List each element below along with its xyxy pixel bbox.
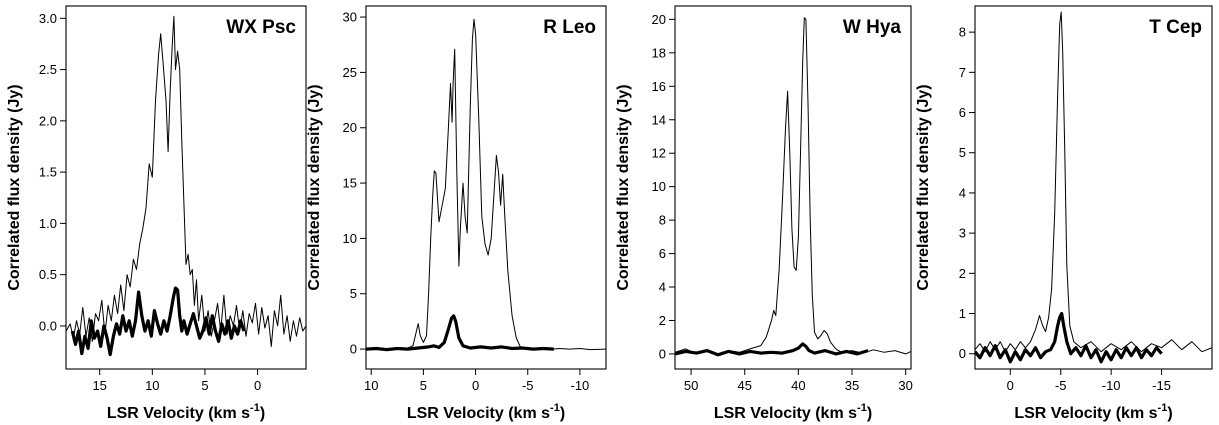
r-leo-y-tick-label: 15: [343, 176, 357, 191]
x-axis-label-main: LSR Velocity (km s: [714, 405, 857, 422]
t-cep-y-axis-label: Correlated flux density (Jy): [915, 84, 932, 290]
w-hya-y-tick-label: 2: [659, 313, 666, 328]
wx-psc-y-tick-label: 3.0: [39, 11, 57, 26]
wx-psc-y-tick-label: 2.5: [39, 62, 57, 77]
x-axis-label-superscript: -1: [550, 402, 560, 414]
w-hya-star-name: W Hya: [843, 17, 902, 38]
t-cep-y-tick-label: 7: [959, 65, 966, 80]
panel-t-cep: 0 -5 -10 -15 0 1 2 3 4 5 6 7 8 T Cep LSR Velocity (km …: [915, 5, 1213, 422]
r-leo-x-axis-label: LSR Velocity (km s-1): [407, 402, 565, 422]
r-leo-star-name: R Leo: [543, 17, 596, 38]
r-leo-x-tick-label: 5: [420, 378, 427, 393]
t-cep-x-tick-label: -5: [1055, 378, 1067, 393]
t-cep-y-tick-label: 8: [959, 25, 966, 40]
wx-psc-y-axis-label: Correlated flux density (Jy): [6, 84, 23, 290]
t-cep-x-tick-label: 0: [1007, 378, 1014, 393]
t-cep-star-name: T Cep: [1149, 17, 1202, 38]
w-hya-y-tick-label: 14: [652, 112, 666, 127]
w-hya-series-thick-line: [675, 342, 869, 357]
wx-psc-star-name: WX Psc: [226, 17, 296, 38]
wx-psc-y-tick-label: 2.0: [39, 113, 57, 128]
t-cep-x-tick-label: -15: [1152, 378, 1171, 393]
t-cep-y-tick-label: 1: [959, 306, 966, 321]
r-leo-y-tick-label: 5: [350, 286, 357, 301]
r-leo-y-tick-label: 20: [343, 120, 357, 135]
t-cep-y-tick-label: 0: [959, 346, 966, 361]
t-cep-y-tick-label: 3: [959, 226, 966, 241]
t-cep-y-tick-label: 4: [959, 185, 966, 200]
wx-psc-x-tick-label: 15: [92, 378, 106, 393]
w-hya-y-tick-label: 16: [652, 79, 666, 94]
wx-psc-series-thick-line: [70, 286, 246, 357]
wx-psc-y-tick-label: 1.0: [39, 216, 57, 231]
w-hya-y-axis-label: Correlated flux density (Jy): [615, 84, 632, 290]
r-leo-x-tick-label: -5: [522, 378, 534, 393]
w-hya-y-tick-label: 4: [659, 280, 666, 295]
t-cep-series-thin-line: [975, 11, 1212, 353]
x-axis-label-main: LSR Velocity (km s: [107, 405, 250, 422]
wx-psc-y-tick-label: 0.0: [39, 318, 57, 333]
r-leo-series-thick-line: [366, 314, 554, 352]
x-axis-label-superscript: -1: [250, 402, 260, 414]
x-axis-label-close: ): [1167, 405, 1172, 422]
wx-psc-series-thin-line: [66, 15, 306, 347]
t-cep-x-axis-label: LSR Velocity (km s-1): [1014, 402, 1172, 422]
panel-wx-psc: 15 10 5 0 0.0 0.5 1.0 1.5 2.0 2.5 3.0 WX Psc LSR Vel…: [6, 5, 307, 422]
panel-r-leo: 10 5 0 -5 -10 0 5 10 15 20 25 30 R Leo LSR Velocity (…: [306, 5, 607, 422]
w-hya-y-tick-label: 10: [652, 179, 666, 194]
w-hya-y-tick-label: 12: [652, 146, 666, 161]
r-leo-series-thin-line: [366, 18, 606, 351]
w-hya-y-tick-label: 0: [659, 346, 666, 361]
t-cep-y-tick-label: 5: [959, 145, 966, 160]
wx-psc-y-tick-label: 0.5: [39, 267, 57, 282]
t-cep-series-thick-line: [975, 311, 1163, 364]
r-leo-x-tick-label: 10: [364, 378, 378, 393]
w-hya-x-tick-label: 40: [791, 378, 805, 393]
w-hya-x-tick-label: 45: [737, 378, 751, 393]
r-leo-x-tick-label: 0: [472, 378, 479, 393]
wx-psc-x-tick-label: 5: [201, 378, 208, 393]
r-leo-y-tick-label: 10: [343, 231, 357, 246]
r-leo-y-axis-label: Correlated flux density (Jy): [306, 84, 323, 290]
wx-psc-x-tick-label: 0: [254, 378, 261, 393]
r-leo-y-tick-label: 30: [343, 10, 357, 25]
w-hya-y-tick-label: 20: [652, 12, 666, 27]
r-leo-y-tick-label: 25: [343, 65, 357, 80]
w-hya-x-axis-label: LSR Velocity (km s-1): [714, 402, 872, 422]
w-hya-series-thin-line: [675, 17, 911, 356]
w-hya-x-tick-label: 50: [684, 378, 698, 393]
wx-psc-plot-frame: [65, 5, 307, 370]
t-cep-plot-frame: [974, 5, 1213, 370]
r-leo-x-tick-label: -10: [571, 378, 590, 393]
x-axis-label-close: ): [260, 405, 265, 422]
x-axis-label-superscript: -1: [857, 402, 867, 414]
r-leo-y-tick-label: 0: [350, 342, 357, 357]
x-axis-label-main: LSR Velocity (km s: [407, 405, 550, 422]
panel-w-hya: 50 45 40 35 30 0 2 4 6 8 10 12 14 16 18 20 W Hya LSR Velo…: [615, 5, 913, 422]
wx-psc-x-axis-label: LSR Velocity (km s-1): [107, 402, 265, 422]
x-axis-label-close: ): [867, 405, 872, 422]
wx-psc-x-tick-label: 10: [145, 378, 159, 393]
w-hya-y-tick-label: 8: [659, 213, 666, 228]
wx-psc-y-tick-label: 1.5: [39, 165, 57, 180]
t-cep-x-tick-label: -10: [1102, 378, 1121, 393]
w-hya-x-tick-label: 35: [845, 378, 859, 393]
r-leo-plot-frame: [365, 5, 607, 370]
w-hya-plot-frame: [674, 5, 912, 370]
t-cep-y-tick-label: 6: [959, 105, 966, 120]
w-hya-x-tick-label: 30: [898, 378, 912, 393]
w-hya-y-tick-label: 6: [659, 246, 666, 261]
t-cep-y-tick-label: 2: [959, 266, 966, 281]
x-axis-label-superscript: -1: [1158, 402, 1168, 414]
x-axis-label-close: ): [560, 405, 565, 422]
w-hya-y-tick-label: 18: [652, 45, 666, 60]
x-axis-label-main: LSR Velocity (km s: [1014, 405, 1157, 422]
